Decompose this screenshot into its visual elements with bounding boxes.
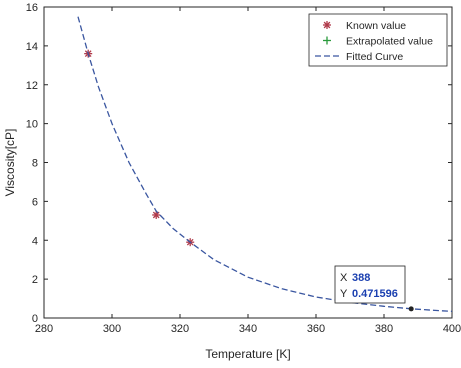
y-tick-label: 12 [26,80,38,92]
y-tick-label: 4 [32,235,38,247]
x-tick-label: 300 [103,323,121,335]
x-tick-label: 280 [35,323,53,335]
y-tick-label: 0 [32,313,38,325]
legend-entry: Known value [323,20,406,32]
datatip-point[interactable] [408,306,414,312]
x-tick-label: 400 [443,323,461,335]
datatip[interactable]: X 388 Y 0.471596 [334,265,414,312]
y-axis-label: Viscosity[cP] [3,129,17,197]
legend-label: Known value [346,20,406,32]
y-tick-label: 14 [26,41,38,53]
legend-label: Extrapolated value [346,36,433,48]
known-value-point [152,210,161,219]
datatip-value: 388 [352,272,370,284]
x-tick-label: 360 [307,323,325,335]
y-tick-label: 16 [26,2,38,14]
x-axis-label: Temperature [K] [205,347,290,361]
datatip-box[interactable] [334,265,406,304]
x-tick-label: 340 [239,323,257,335]
axes: 280 300 320 340 360 380 400 0 2 4 6 8 10 12 14 16 Temper… [3,2,461,361]
datatip-axis-label: Y [340,288,348,300]
legend-label: Fitted Curve [346,51,403,63]
x-tick-label: 320 [171,323,189,335]
legend-entry: Extrapolated value [323,36,433,48]
legend: Known value Extrapolated value Fitted Curv… [308,13,448,67]
plot-area [77,16,453,313]
y-tick-label: 10 [26,119,38,131]
legend-box [308,13,448,67]
datatip-axis-label: X [340,272,348,284]
x-tick-label: 380 [375,323,393,335]
legend-entry: Fitted Curve [315,51,403,63]
datatip-value: 0.471596 [352,288,398,300]
y-tick-label: 6 [32,196,38,208]
legend-swatch [323,36,331,45]
y-tick-label: 2 [32,274,38,286]
legend-swatch [323,21,331,29]
fitted-curve-line [77,16,453,313]
y-tick-label: 8 [32,158,38,170]
